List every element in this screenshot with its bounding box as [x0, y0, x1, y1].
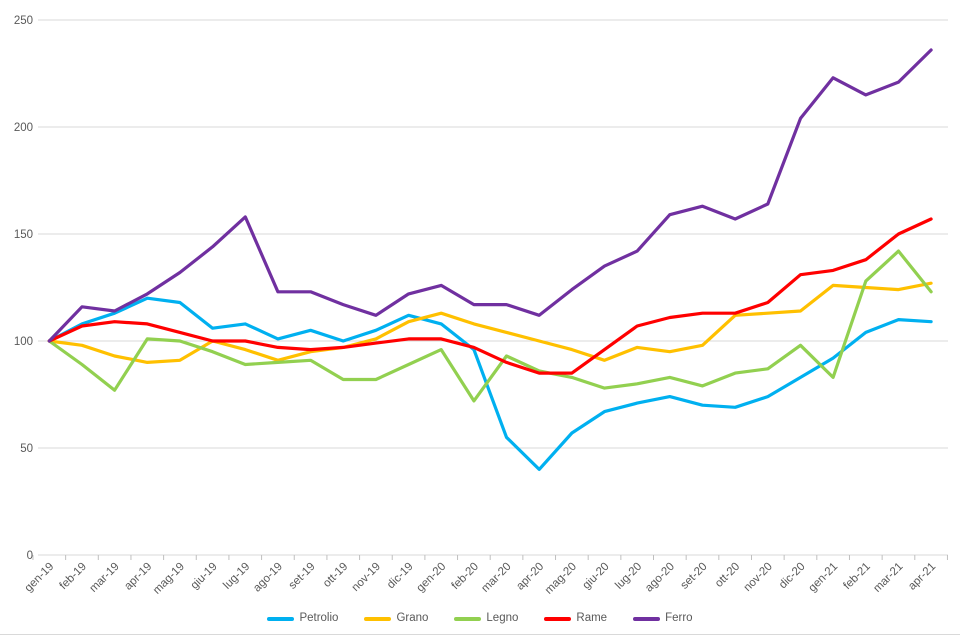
y-axis-label: 100	[14, 336, 33, 348]
x-axis-label: ago-20	[643, 561, 677, 595]
legend-item-petrolio: Petrolio	[267, 613, 338, 625]
x-axis-label: feb-19	[58, 561, 90, 593]
x-axis-label: ott-20	[713, 561, 742, 590]
x-axis-label: gen-21	[806, 561, 840, 595]
x-axis-label: mar-20	[479, 561, 513, 595]
x-axis-label: set-20	[679, 561, 710, 592]
x-axis-label: apr-19	[122, 561, 154, 593]
y-axis-label: 150	[14, 229, 33, 241]
legend-swatch-petrolio	[267, 617, 295, 621]
legend-item-ferro: Ferro	[633, 612, 693, 625]
legend-item-grano: Grano	[364, 613, 428, 625]
series-line-petrolio	[47, 296, 933, 471]
x-axis-label: giu-19	[189, 561, 220, 592]
legend-swatch-ferro	[633, 617, 661, 621]
legend-swatch-legno	[454, 617, 482, 621]
chart-legend: Petrolio Grano Legno Rame Ferro	[0, 608, 960, 630]
chart-bottom-border	[0, 634, 960, 635]
legend-label: Grano	[396, 612, 429, 625]
x-axis-label: dic-19	[385, 561, 416, 592]
legend-item-legno: Legno	[454, 613, 518, 625]
y-axis-label: 0	[27, 550, 33, 562]
y-axis-label: 200	[14, 122, 33, 134]
x-axis-label: lug-20	[613, 561, 644, 592]
x-axis-label: nov-19	[350, 561, 383, 594]
legend-label: Legno	[486, 612, 519, 625]
legend-label: Rame	[576, 612, 608, 625]
x-axis-label: mag-20	[543, 561, 579, 597]
y-axis-label: 50	[20, 443, 33, 455]
series-line-legno	[47, 249, 933, 403]
x-axis-label: ott-19	[321, 561, 350, 590]
x-axis-label: ago-19	[251, 561, 285, 595]
legend-label: Petrolio	[299, 612, 339, 625]
legend-swatch-rame	[544, 617, 572, 621]
x-axis-label: mag-19	[151, 561, 187, 597]
x-axis-label: mar-21	[871, 561, 905, 595]
x-axis-label: nov-20	[742, 561, 775, 594]
x-axis-label: set-19	[287, 561, 318, 592]
legend-swatch-grano	[364, 617, 392, 621]
legend-item-rame: Rame	[544, 613, 607, 625]
series-line-ferro	[47, 48, 933, 343]
x-axis-label: feb-20	[449, 561, 481, 593]
x-axis-label: lug-19	[221, 561, 252, 592]
series-line-grano	[47, 281, 933, 364]
x-axis-label: feb-21	[841, 561, 873, 593]
legend-label: Ferro	[665, 612, 693, 625]
x-axis-label: apr-21	[906, 561, 938, 593]
y-axis-label: 250	[14, 15, 33, 27]
x-axis-label: mar-19	[87, 561, 121, 595]
x-axis-label: gen-19	[23, 561, 57, 595]
series-line-rame	[47, 217, 933, 375]
x-axis-label: apr-20	[514, 561, 546, 593]
x-axis-label: dic-20	[777, 561, 808, 592]
x-axis-label: gen-20	[415, 561, 449, 595]
x-axis-label: giu-20	[581, 561, 612, 592]
